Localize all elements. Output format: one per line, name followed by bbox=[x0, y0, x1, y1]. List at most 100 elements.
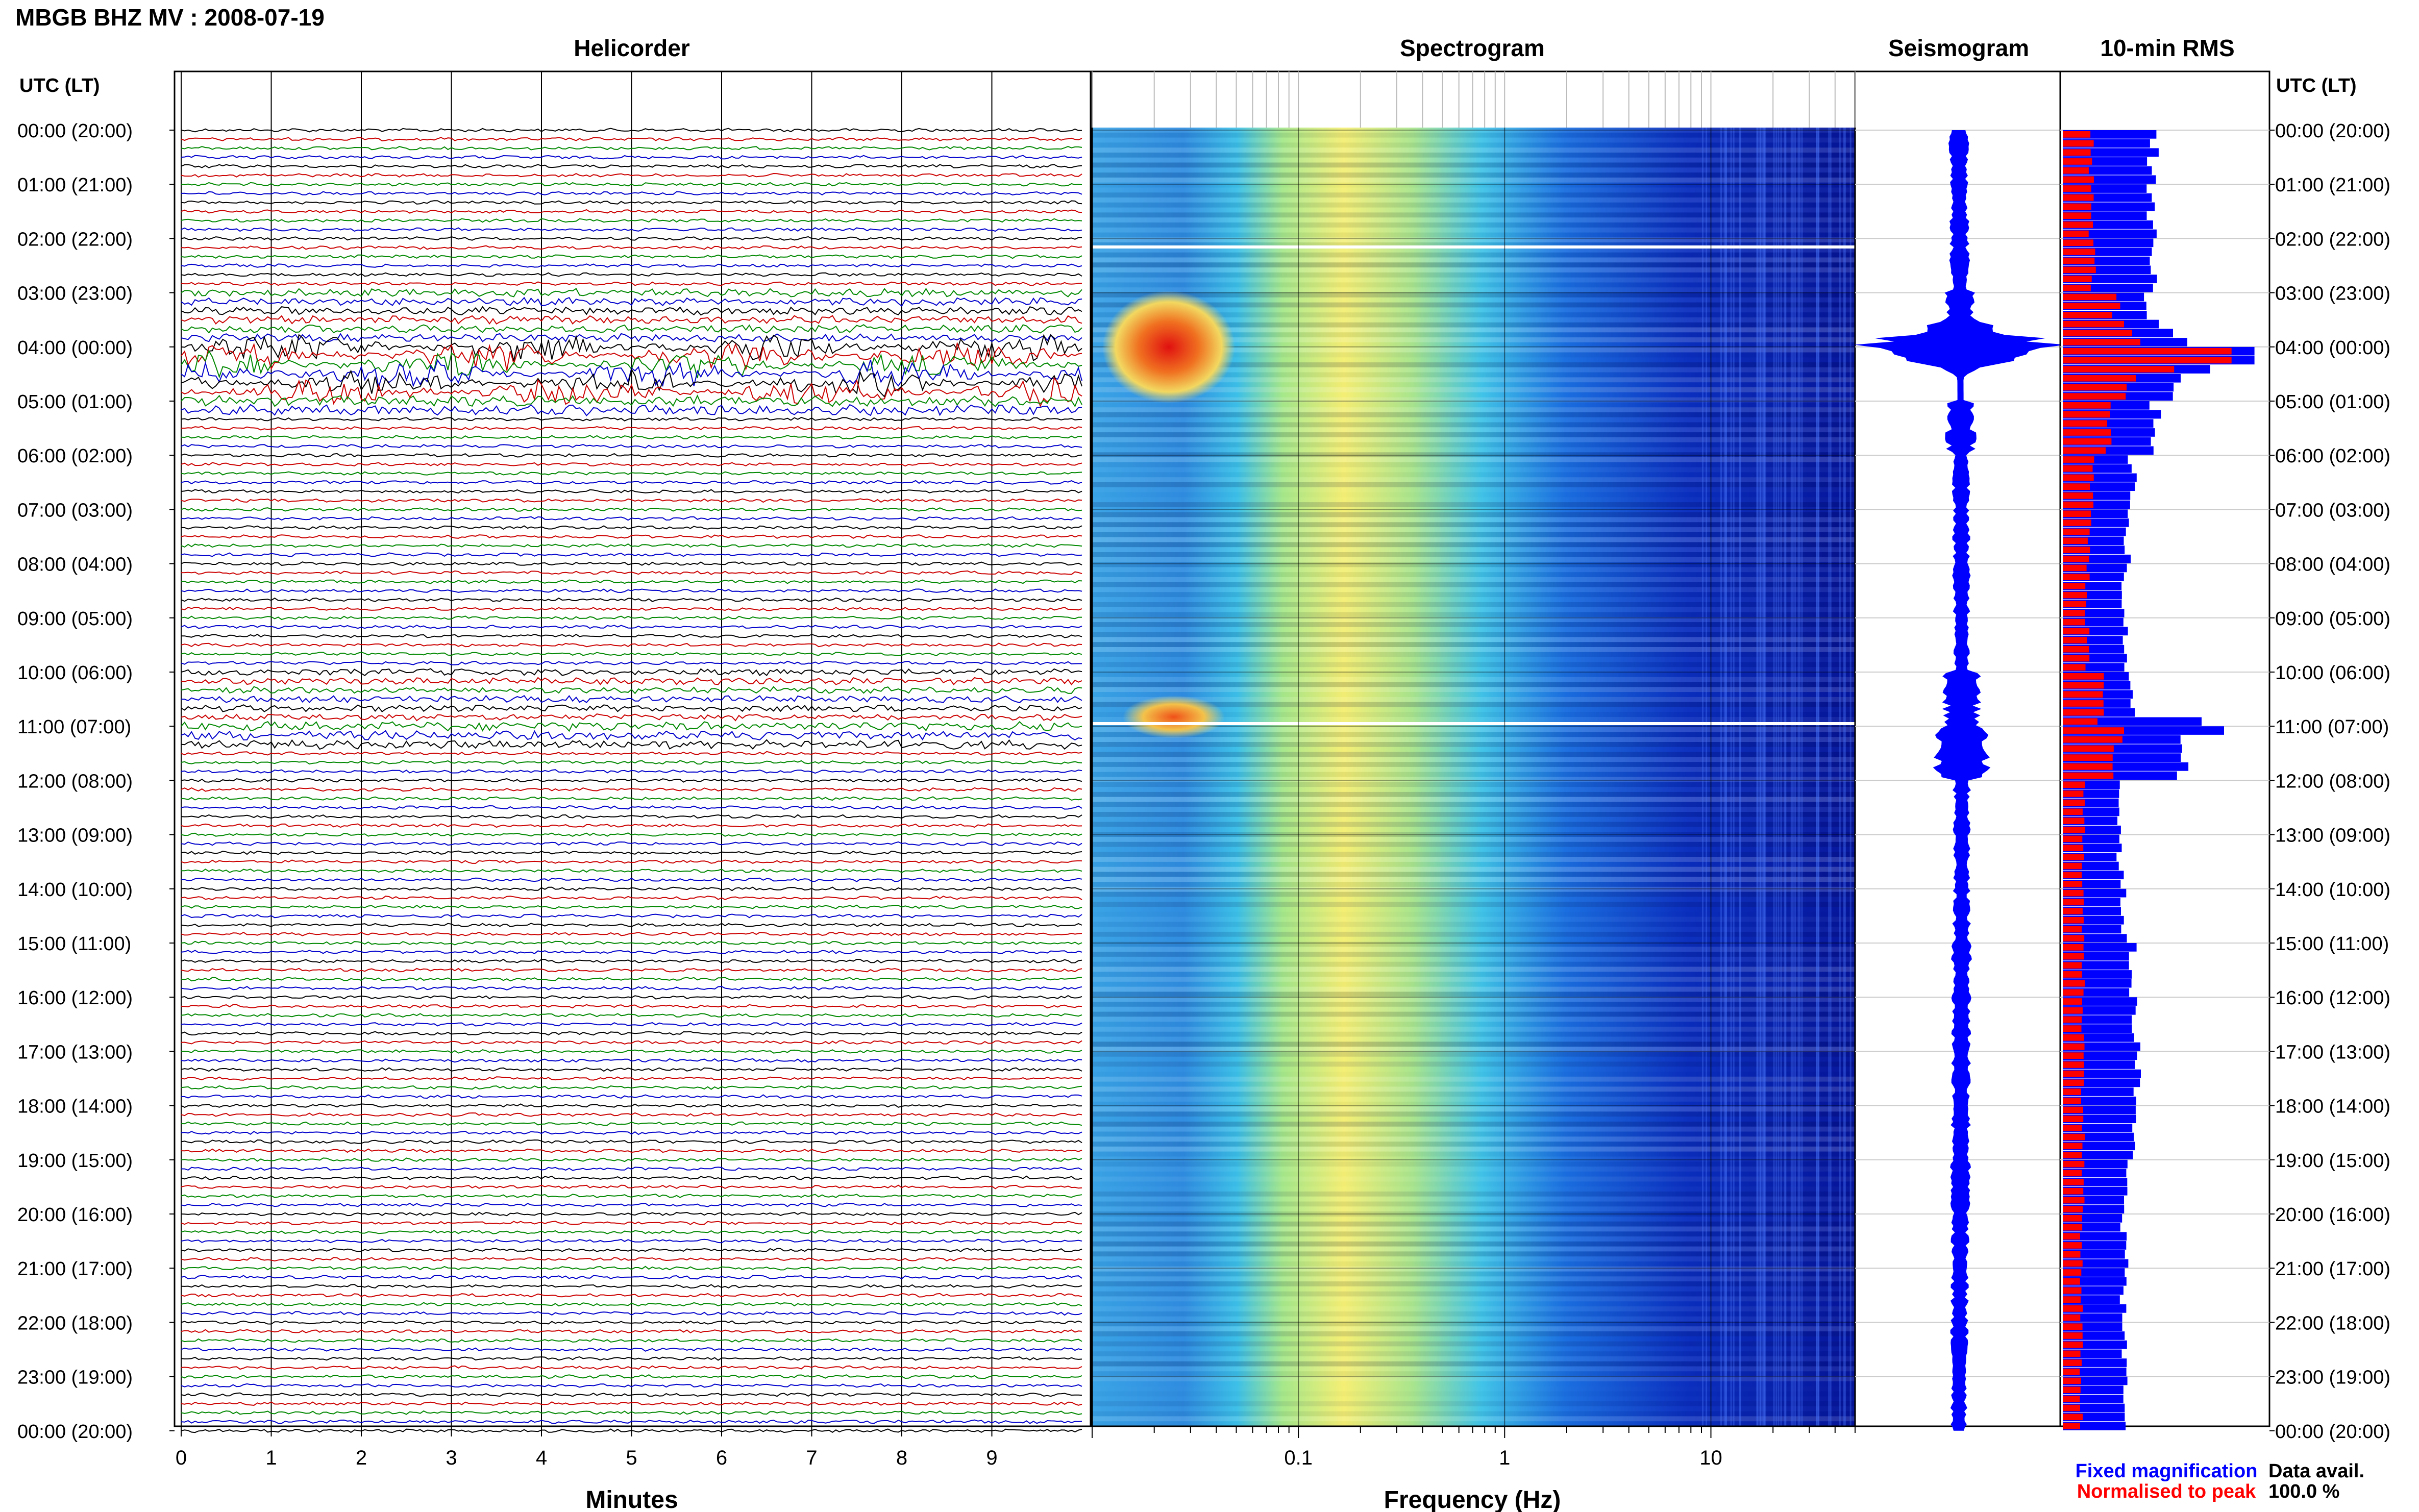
spectrogram-row bbox=[1092, 557, 1855, 562]
spectrogram-row bbox=[1092, 762, 1855, 767]
spectrogram-row bbox=[1092, 252, 1855, 258]
rms-bar-normalised bbox=[2063, 276, 2092, 282]
helicorder-trace-line bbox=[181, 218, 1082, 223]
helicorder-trace-line bbox=[181, 877, 1082, 882]
rms-bar-normalised bbox=[2063, 1116, 2084, 1122]
rms-bar-normalised bbox=[2063, 745, 2114, 752]
spectrogram-row bbox=[1092, 986, 1855, 992]
helicorder-trace-line bbox=[181, 704, 1082, 712]
frequency-tick-label: 10 bbox=[1699, 1447, 1722, 1469]
time-label-right: 11:00 (07:00) bbox=[2275, 716, 2389, 738]
spectrogram-row bbox=[1092, 1251, 1855, 1257]
rms-bar-normalised bbox=[2063, 1404, 2080, 1411]
spectrogram-row bbox=[1092, 1356, 1855, 1361]
time-label-left: 00:00 (20:00) bbox=[17, 120, 133, 142]
rms-bar-normalised bbox=[2063, 1133, 2085, 1141]
spectrogram-row bbox=[1092, 272, 1855, 278]
spectrogram-row bbox=[1092, 1051, 1855, 1057]
rms-bar-normalised bbox=[2063, 601, 2086, 608]
rms-bar-normalised bbox=[2063, 1233, 2080, 1240]
spectrogram-row bbox=[1092, 802, 1855, 807]
rms-bar-normalised bbox=[2063, 140, 2094, 147]
rms-bar-normalised bbox=[2063, 899, 2084, 906]
spectrogram-row bbox=[1092, 332, 1855, 338]
helicorder-trace-line bbox=[181, 570, 1082, 575]
panel-title-rms: 10-min RMS bbox=[2100, 35, 2234, 61]
spectrogram-row bbox=[1092, 1416, 1855, 1422]
spectrogram-row bbox=[1092, 1241, 1855, 1247]
helicorder-trace-line bbox=[181, 426, 1082, 431]
rms-bar-normalised bbox=[2063, 718, 2097, 725]
rms-bar-normalised bbox=[2063, 826, 2085, 833]
spectrogram-row bbox=[1092, 622, 1855, 627]
spectrogram-row bbox=[1092, 652, 1855, 657]
rms-bar-normalised bbox=[2063, 420, 2107, 427]
helicorder-trace-line bbox=[181, 128, 1082, 133]
rms-bar-normalised bbox=[2063, 212, 2091, 219]
spectrogram-row bbox=[1092, 1321, 1855, 1327]
helicorder-trace-line bbox=[181, 832, 1082, 837]
time-label-left: 09:00 (05:00) bbox=[17, 608, 133, 630]
time-label-right: 07:00 (03:00) bbox=[2275, 500, 2390, 521]
rms-bar-normalised bbox=[2063, 1278, 2080, 1285]
helicorder-trace-line bbox=[181, 1013, 1082, 1018]
spectrogram-row bbox=[1092, 522, 1855, 528]
helicorder-trace-line bbox=[181, 1221, 1082, 1226]
rms-bars bbox=[2063, 130, 2255, 1430]
helicorder-trace-line bbox=[181, 850, 1082, 855]
helicorder-trace-line bbox=[181, 245, 1082, 250]
spectrogram-row bbox=[1092, 502, 1855, 507]
rms-bar-normalised bbox=[2063, 854, 2084, 860]
spectrogram-row bbox=[1092, 852, 1855, 857]
spectrogram-row bbox=[1092, 347, 1855, 353]
spectrogram-row bbox=[1092, 1142, 1855, 1147]
helicorder-trace-line bbox=[181, 534, 1082, 539]
spectrogram-row bbox=[1092, 1026, 1855, 1032]
spectrogram-row bbox=[1092, 841, 1855, 847]
rms-bar-normalised bbox=[2063, 393, 2126, 400]
rms-bar-normalised bbox=[2063, 411, 2110, 418]
spectrogram-gap-line bbox=[1092, 722, 1855, 725]
spectrogram-row bbox=[1092, 637, 1855, 642]
helicorder-trace-line bbox=[181, 137, 1082, 142]
spectrogram-row bbox=[1092, 902, 1855, 907]
panel-title-helicorder: Helicorder bbox=[574, 35, 690, 61]
spectrogram-row bbox=[1092, 167, 1855, 173]
spectrogram-row bbox=[1092, 267, 1855, 272]
rms-bar-normalised bbox=[2063, 176, 2094, 183]
helicorder-trace-line bbox=[181, 1202, 1082, 1207]
rms-bar-normalised bbox=[2063, 1251, 2081, 1258]
helicorder-trace-line bbox=[181, 1401, 1082, 1406]
spectrogram-row bbox=[1092, 452, 1855, 458]
data-availability-value: 100.0 % bbox=[2268, 1481, 2339, 1502]
helicorder-trace-line bbox=[181, 677, 1082, 686]
spectrogram-row bbox=[1092, 1191, 1855, 1197]
spectrogram-row bbox=[1092, 192, 1855, 198]
spectrogram-row bbox=[1092, 872, 1855, 877]
time-label-left: 04:00 (00:00) bbox=[17, 337, 133, 359]
rms-bar-normalised bbox=[2063, 438, 2112, 445]
spectrogram-row bbox=[1092, 1201, 1855, 1207]
helicorder-frame bbox=[174, 70, 1092, 1427]
rms-bar-normalised bbox=[2063, 221, 2093, 228]
rms-bar-normalised bbox=[2063, 953, 2084, 960]
frequency-tick-label: 0.1 bbox=[1284, 1447, 1313, 1469]
spectrogram-row bbox=[1092, 467, 1855, 473]
rms-bar-normalised bbox=[2063, 1179, 2084, 1185]
helicorder-trace-line bbox=[181, 306, 1082, 316]
rms-bar-normalised bbox=[2063, 1152, 2082, 1158]
helicorder-traces bbox=[181, 128, 1082, 1433]
helicorder-trace-line bbox=[181, 695, 1082, 704]
spectrogram-row bbox=[1092, 157, 1855, 163]
helicorder-trace-line bbox=[181, 341, 1082, 371]
rms-bar-normalised bbox=[2063, 330, 2132, 337]
rms-bar-normalised bbox=[2063, 1386, 2081, 1393]
time-label-left: 18:00 (14:00) bbox=[17, 1096, 133, 1118]
time-label-left: 13:00 (09:00) bbox=[17, 825, 133, 847]
time-label-left: 08:00 (04:00) bbox=[17, 554, 133, 576]
spectrogram-row bbox=[1092, 237, 1855, 243]
helicorder-trace-line bbox=[181, 805, 1082, 810]
helicorder-trace-line bbox=[181, 1085, 1082, 1090]
time-label-right: 04:00 (00:00) bbox=[2275, 337, 2390, 359]
spectrogram-row bbox=[1092, 882, 1855, 887]
